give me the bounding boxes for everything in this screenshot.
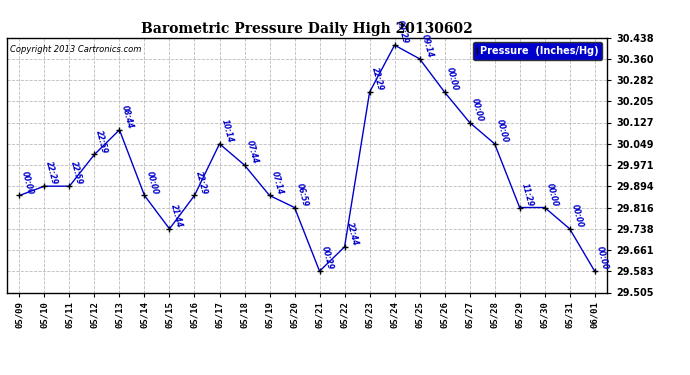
Text: 00:29: 00:29 xyxy=(319,246,335,271)
Text: 07:14: 07:14 xyxy=(270,170,284,195)
Text: 22:29: 22:29 xyxy=(44,160,59,186)
Text: 10:14: 10:14 xyxy=(219,118,235,144)
Text: 00:00: 00:00 xyxy=(495,118,509,144)
Text: 22:59: 22:59 xyxy=(70,160,84,186)
Text: 22:29: 22:29 xyxy=(370,67,384,92)
Legend: Pressure  (Inches/Hg): Pressure (Inches/Hg) xyxy=(473,42,602,60)
Text: 00:00: 00:00 xyxy=(570,203,584,229)
Text: Copyright 2013 Cartronics.com: Copyright 2013 Cartronics.com xyxy=(10,45,141,54)
Text: 21:44: 21:44 xyxy=(170,203,184,229)
Text: 22:29: 22:29 xyxy=(195,170,209,195)
Text: 06:59: 06:59 xyxy=(295,182,309,207)
Text: 00:00: 00:00 xyxy=(544,182,560,207)
Title: Barometric Pressure Daily High 20130602: Barometric Pressure Daily High 20130602 xyxy=(141,22,473,36)
Text: 09:29: 09:29 xyxy=(395,20,409,45)
Text: 08:44: 08:44 xyxy=(119,104,135,130)
Text: 00:00: 00:00 xyxy=(19,170,34,195)
Text: 09:14: 09:14 xyxy=(420,33,435,59)
Text: 07:44: 07:44 xyxy=(244,140,259,165)
Text: 00:00: 00:00 xyxy=(444,67,460,92)
Text: 22:44: 22:44 xyxy=(344,221,359,247)
Text: 00:00: 00:00 xyxy=(144,170,159,195)
Text: 00:00: 00:00 xyxy=(595,246,609,271)
Text: 22:59: 22:59 xyxy=(95,129,109,154)
Text: 11:29: 11:29 xyxy=(520,182,535,207)
Text: 00:00: 00:00 xyxy=(470,97,484,123)
